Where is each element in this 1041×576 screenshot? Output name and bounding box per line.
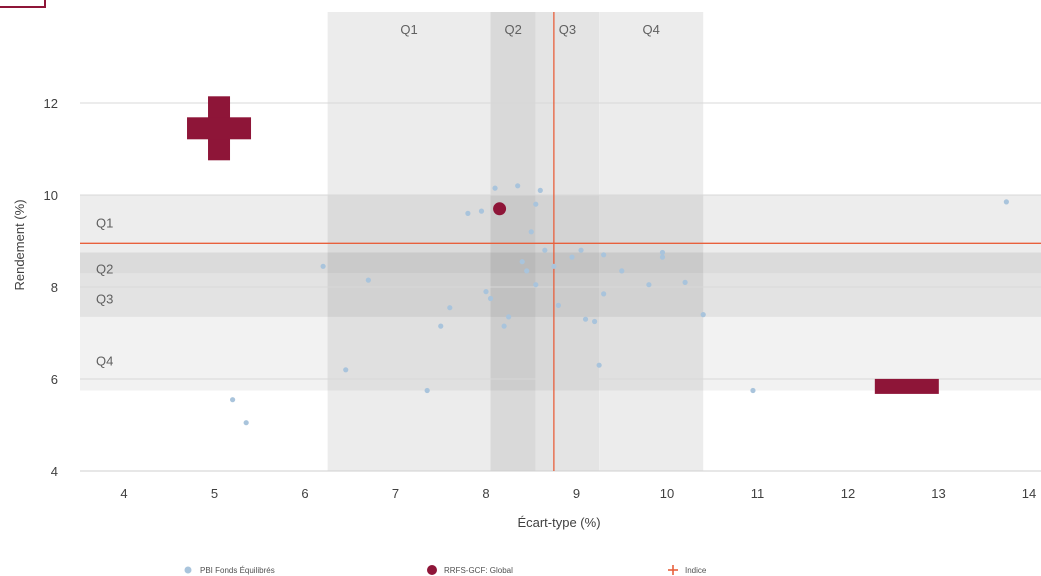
x-tick-10: 10: [660, 486, 674, 501]
fund-point-8: [465, 210, 471, 216]
fund-point-26: [578, 247, 584, 253]
x-band-label-q3: Q3: [559, 22, 576, 37]
fund-point-34: [659, 249, 666, 256]
fund-point-14: [506, 314, 512, 320]
legend-label-2: Indice: [685, 566, 707, 575]
x-tick-11: 11: [751, 486, 765, 501]
fund-point-36: [682, 279, 688, 285]
x-tick-14: 14: [1022, 486, 1036, 501]
index-crosshair: [80, 12, 1041, 471]
fund-point-13: [501, 323, 507, 329]
x-tick-13: 13: [931, 486, 945, 501]
x-tick-7: 7: [392, 486, 399, 501]
fund-point-4: [365, 277, 371, 283]
fund-point-22: [542, 247, 548, 253]
x-tick-8: 8: [482, 486, 489, 501]
y-tick-10: 10: [44, 188, 58, 203]
y-band-label-q3: Q3: [96, 292, 113, 307]
x-tick-5: 5: [211, 486, 218, 501]
fund-point-10: [483, 289, 489, 295]
x-band-q4: [599, 12, 704, 471]
fund-point-32: [619, 268, 625, 274]
fund-point-24: [555, 302, 562, 308]
x-band-label-q4: Q4: [642, 22, 659, 37]
legend-label-1: RRFS-GCF: Global: [444, 566, 513, 575]
fund-point-9: [478, 208, 485, 214]
data-points: [230, 183, 1009, 426]
fund-point-1: [243, 420, 249, 426]
y-band-q2: [80, 252, 1041, 274]
fund-point-7: [447, 305, 453, 311]
fund-point-27: [582, 316, 589, 322]
x-quartile-bands: [327, 12, 704, 471]
legend-label-0: PBI Fonds Équilibrés: [200, 566, 275, 575]
x-tick-6: 6: [301, 486, 308, 501]
y-quartile-bands: [80, 195, 1041, 391]
x-band-q3: [535, 12, 600, 471]
fund-point-2: [320, 263, 326, 269]
fund-point-28: [592, 318, 598, 325]
fund-point-12: [492, 185, 498, 191]
fund-point-6: [438, 323, 444, 329]
y-band-label-q2: Q2: [96, 262, 113, 277]
fund-point-20: [533, 282, 539, 288]
y-band-label-q4: Q4: [96, 354, 113, 369]
legend-marker-rrfs: [427, 565, 437, 575]
axis-ticks: 4 5 6 7 8 9 10 11 12 13 14 4 6 8 10 12: [44, 96, 1037, 501]
fund-point-30: [601, 252, 607, 258]
x-tick-9: 9: [573, 486, 580, 501]
fund-point-17: [524, 268, 530, 274]
x-band-label-q2: Q2: [504, 22, 521, 37]
x-tick-12: 12: [841, 486, 855, 501]
fund-point-21: [537, 187, 543, 193]
fund-point-29: [596, 362, 602, 368]
fund-point-31: [601, 291, 607, 297]
legend-marker-funds: [184, 566, 192, 574]
minus-symbol: [874, 378, 939, 394]
x-band-label-q1: Q1: [400, 22, 417, 37]
y-tick-4: 4: [51, 464, 58, 479]
y-tick-12: 12: [44, 96, 58, 111]
fund-point-19: [533, 201, 539, 207]
fund-point-33: [646, 282, 652, 288]
quartile-labels: Q1 Q2 Q3 Q4 Q1 Q2 Q3 Q4: [96, 22, 660, 369]
y-tick-6: 6: [51, 372, 58, 387]
fund-point-23: [551, 263, 557, 269]
y-band-q3: [80, 273, 1041, 317]
y-band-label-q1: Q1: [96, 216, 113, 231]
fund-point-5: [424, 387, 430, 394]
y-axis-label: Rendement (%): [12, 199, 27, 290]
fund-point-3: [343, 367, 349, 373]
fund-point-0: [230, 397, 236, 403]
plus-symbol-horizontal: [187, 117, 252, 140]
x-band-q2: [490, 12, 536, 471]
y-band-q4: [80, 316, 1041, 391]
fund-point-18: [528, 229, 534, 235]
y-tick-8: 8: [51, 280, 58, 295]
fund-point-38: [750, 387, 756, 394]
fund-point-35: [659, 254, 666, 260]
fund-point-16: [519, 259, 525, 265]
legend: PBI Fonds Équilibrés RRFS-GCF: Global Indi…: [184, 565, 707, 575]
x-band-q1: [327, 12, 491, 471]
plus-minus-symbols: [187, 96, 939, 394]
x-tick-4: 4: [120, 486, 127, 501]
fund-point-39: [1003, 199, 1009, 205]
rrfs-global-point: [493, 202, 507, 216]
fund-point-25: [569, 254, 575, 260]
corner-frame: [0, 0, 46, 8]
fund-point-15: [515, 183, 521, 189]
fund-point-37: [700, 312, 706, 318]
x-axis-label: Écart-type (%): [517, 515, 600, 530]
fund-point-11: [487, 295, 494, 302]
